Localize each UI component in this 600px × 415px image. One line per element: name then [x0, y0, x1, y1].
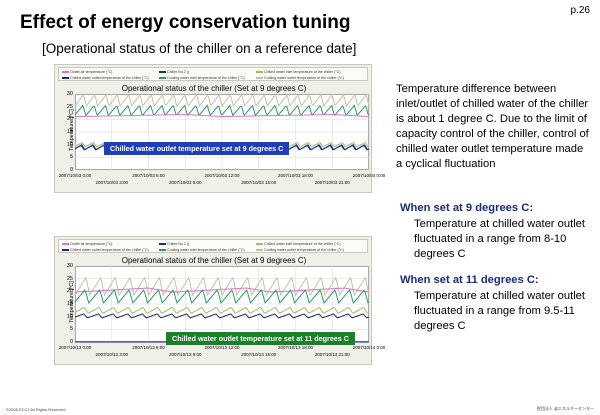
x-tick-label: 2007/10/03 9:00	[168, 180, 202, 185]
y-tick-label: 10	[66, 313, 73, 320]
legend-item: Outlet air temperature (°C)	[62, 242, 112, 246]
legend-item: Chilled water inlet temperature of the c…	[256, 70, 341, 74]
legend-item: Cooling water inlet temperature of the c…	[159, 76, 245, 80]
legend-item: Cooling water outlet temperature of the …	[256, 248, 344, 252]
x-tick-label: 2007/10/13 18:00	[277, 345, 314, 350]
set-9-heading: When set at 9 degrees C:	[400, 202, 534, 214]
y-tick-label: 30	[66, 263, 73, 269]
legend-item: Chilled water outlet temperature of the …	[62, 248, 149, 252]
callout-set-9: Chilled water outlet temperature set at …	[104, 142, 290, 155]
set-9-detail: Temperature at chilled water outlet fluc…	[414, 218, 586, 260]
x-tick-label: 2007/10/13 3:00	[95, 352, 129, 357]
x-tick-label: 2007/10/13 6:00	[132, 345, 165, 350]
chart-legend: Outlet air temperature (°C) Chiller No.2 …	[58, 239, 368, 253]
chart-svg-top	[74, 93, 370, 171]
x-tick-label: 2007/10/13 9:00	[168, 352, 202, 357]
x-tick-label: 2007/10/03 12:00	[204, 173, 240, 178]
y-tick-label: 20	[66, 116, 73, 123]
legend-label: Cooling water outlet temperature of the …	[264, 248, 344, 252]
legend-label: Outlet air temperature (°C)	[70, 242, 113, 246]
legend-swatch	[159, 249, 166, 251]
legend-label: Chiller No.2 ()	[167, 242, 190, 246]
x-tick-label: 2007/10/03 6:00	[132, 173, 165, 178]
x-tick-label: 2007/10/13 0:00	[58, 345, 92, 350]
y-tick-label: 10	[66, 141, 73, 148]
y-tick-label: 20	[66, 288, 73, 295]
series-line	[74, 289, 370, 304]
series-line	[74, 104, 370, 117]
legend-label: Chiller No.2 ()	[167, 70, 190, 74]
legend-swatch	[256, 249, 263, 251]
page-number: p.26	[570, 5, 590, 16]
legend-item: Outlet air temperature (°C)	[62, 70, 112, 74]
x-tick-label: 2007/10/04 0:00	[352, 173, 386, 178]
y-tick-label: 15	[66, 129, 73, 135]
y-tick-label: 30	[66, 91, 73, 97]
x-tick-label: 2007/10/13 15:00	[241, 352, 277, 357]
legend-label: Chilled water inlet temperature of the c…	[264, 70, 341, 74]
legend-item: Chiller No.2 ()	[159, 242, 189, 246]
x-tick-label: 2007/10/14 0:00	[352, 345, 386, 350]
y-tick-label: 0	[69, 339, 73, 345]
series-line	[74, 307, 370, 314]
series-line	[74, 276, 370, 297]
legend-label: Chilled water outlet temperature of the …	[70, 248, 149, 252]
legend-swatch	[159, 243, 166, 245]
x-tick-label: 2007/10/03 0:00	[58, 173, 92, 178]
set-11-detail: Temperature at chilled water outlet fluc…	[414, 290, 586, 332]
legend-swatch	[62, 243, 69, 245]
legend-label: Chilled water outlet temperature of the …	[70, 76, 149, 80]
page-subtitle: [Operational status of the chiller on a …	[42, 41, 357, 56]
x-tick-label: 2007/10/03 18:00	[277, 173, 314, 178]
chart-panel-bottom: Outlet air temperature (°C) Chiller No.2 …	[54, 236, 385, 365]
legend-label: Cooling water inlet temperature of the c…	[167, 248, 245, 252]
series-line	[74, 287, 370, 293]
legend-swatch	[256, 77, 263, 79]
x-tick-label: 2007/10/03 3:00	[95, 180, 129, 185]
legend-item: Chiller No.2 ()	[159, 70, 189, 74]
x-tick-label: 2007/10/13 21:00	[314, 352, 350, 357]
legend-item: Chilled water inlet temperature of the c…	[256, 242, 341, 246]
y-tick-label: 5	[69, 326, 73, 333]
legend-item: Cooling water outlet temperature of the …	[256, 76, 344, 80]
legend-label: Cooling water outlet temperature of the …	[264, 76, 344, 80]
legend-label: Chilled water inlet temperature of the c…	[264, 242, 341, 246]
legend-swatch	[62, 249, 69, 251]
x-tick-label: 2007/10/03 15:00	[241, 180, 277, 185]
set-11-heading: When set at 11 degrees C:	[400, 274, 539, 286]
y-tick-label: 25	[66, 275, 73, 282]
x-tick-label: 2007/10/13 12:00	[204, 345, 240, 350]
callout-set-11: Chilled water outlet temperature set at …	[166, 332, 355, 345]
legend-swatch	[62, 77, 69, 79]
legend-swatch	[62, 71, 69, 73]
series-line	[75, 114, 369, 117]
chart-title: Operational status of the chiller (Set a…	[121, 84, 307, 93]
chart-svg-bottom	[74, 265, 370, 343]
y-tick-label: 25	[66, 103, 73, 110]
legend-label: Outlet air temperature (°C)	[70, 70, 113, 74]
series-line	[74, 93, 370, 108]
summary-text: Temperature difference between inlet/out…	[396, 83, 589, 170]
chart-panel-top: Outlet air temperature (°C) Chiller No.2 …	[54, 64, 385, 193]
legend-swatch	[159, 77, 166, 79]
legend-swatch	[256, 243, 263, 245]
y-tick-label: 5	[69, 154, 73, 161]
footer-organization: 財団法人 省エネルギーセンター	[536, 406, 594, 411]
chart-legend: Outlet air temperature (°C) Chiller No.2 …	[58, 67, 368, 81]
legend-swatch	[159, 71, 166, 73]
series-line	[74, 313, 370, 319]
footer-copyright: ©2008 ECCJ All Rights Reserved	[6, 407, 66, 412]
x-tick-label: 2007/10/03 21:00	[314, 180, 350, 185]
legend-item: Cooling water inlet temperature of the c…	[159, 248, 245, 252]
legend-swatch	[256, 71, 263, 73]
legend-item: Chilled water outlet temperature of the …	[62, 76, 149, 80]
chart-title: Operational status of the chiller (Set a…	[121, 256, 307, 265]
y-tick-label: 0	[69, 167, 73, 173]
y-tick-label: 15	[66, 301, 73, 307]
page-title: Effect of energy conservation tuning	[20, 12, 351, 33]
legend-label: Cooling water inlet temperature of the c…	[167, 76, 245, 80]
